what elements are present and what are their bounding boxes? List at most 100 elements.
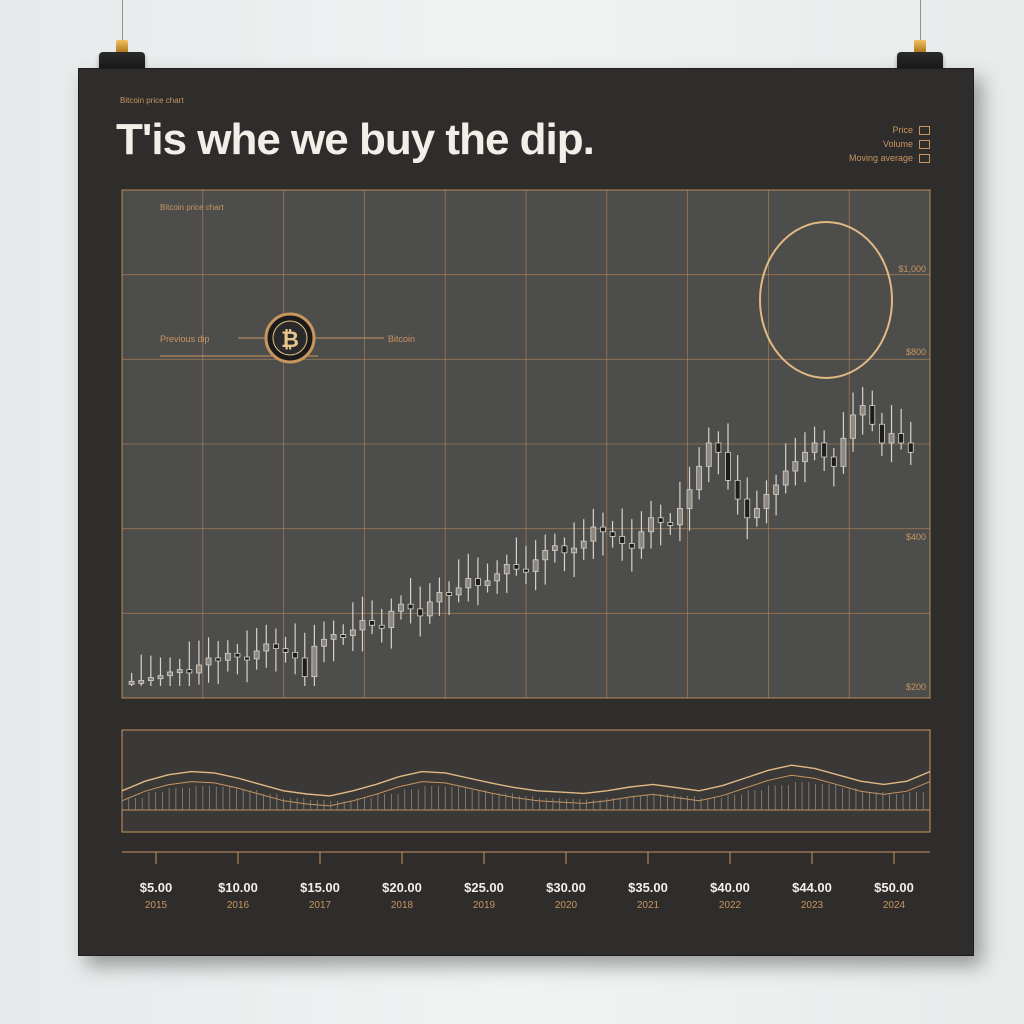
x-tick-sublabel: 2022 — [719, 900, 742, 911]
candle-body — [301, 657, 308, 678]
x-tick-sublabel: 2023 — [801, 900, 824, 911]
legend-item: Price — [849, 123, 930, 137]
candle-body — [686, 489, 693, 509]
chart-poster: Bitcoin price chart T'is whe we buy the … — [78, 68, 974, 956]
candle-body — [523, 568, 529, 573]
candle-body — [446, 592, 452, 596]
candle-body — [234, 652, 241, 658]
candle-body — [244, 656, 250, 661]
candle-body — [513, 564, 520, 570]
candle-body — [561, 545, 568, 554]
candle-body — [773, 484, 779, 495]
legend-label: Price — [892, 125, 913, 135]
x-tick-label: $50.00 — [874, 880, 914, 895]
candle-body — [205, 657, 212, 666]
indicator-panel — [121, 729, 931, 833]
candle-body — [850, 414, 856, 439]
candle-body — [600, 526, 606, 533]
candle-body — [667, 522, 674, 526]
candle-body — [830, 456, 837, 467]
candle-body — [705, 442, 712, 467]
candle-body — [475, 578, 481, 586]
y-tick-label: $200 — [906, 682, 926, 692]
candle-body — [138, 679, 145, 684]
candle-body — [638, 531, 645, 549]
candle-body — [176, 669, 183, 674]
candle-body — [840, 437, 847, 467]
candle-body — [215, 657, 222, 662]
candle-body — [128, 680, 135, 685]
candle-body — [551, 545, 558, 551]
candle-body — [802, 451, 808, 463]
x-tick-sublabel: 2024 — [883, 900, 906, 911]
candle-body — [417, 608, 424, 617]
bitcoin-coin-icon: ₿ — [264, 312, 316, 364]
x-tick-label: $15.00 — [300, 880, 340, 895]
legend-item: Volume — [849, 137, 930, 151]
x-tick-sublabel: 2020 — [555, 900, 578, 911]
x-tick-sublabel: 2015 — [145, 900, 168, 911]
hanging-wire-left — [122, 0, 123, 40]
y-tick-label: $800 — [906, 347, 926, 357]
candle-body — [503, 564, 510, 575]
x-tick-label: $30.00 — [546, 880, 586, 895]
indicator-series — [121, 764, 931, 810]
price-chart: Bitcoin price chart Previous dip Bitcoin… — [121, 189, 931, 911]
candle-body — [590, 526, 597, 542]
candle-body — [292, 651, 299, 659]
x-tick-sublabel: 2019 — [473, 900, 496, 911]
candle-body — [744, 498, 751, 519]
y-axis: $1,000 $800 $400 $200 — [898, 264, 926, 692]
candle-body — [359, 620, 366, 631]
candle-body — [465, 578, 472, 589]
x-tick-sublabel: 2016 — [227, 900, 250, 911]
candle-body — [196, 664, 202, 674]
candle-body — [426, 601, 433, 617]
chart-legend: Price Volume Moving average — [849, 123, 930, 165]
x-tick-sublabel: 2021 — [637, 900, 660, 911]
candle-body — [580, 540, 587, 549]
x-tick-sublabel: 2017 — [309, 900, 332, 911]
candlestick-series — [128, 386, 914, 686]
candle-body — [907, 442, 914, 453]
candle-body — [311, 645, 318, 678]
candle-body — [369, 620, 375, 626]
candle-body — [619, 536, 626, 544]
x-tick-label: $40.00 — [710, 880, 750, 895]
poster-title: T'is whe we buy the dip. — [116, 115, 595, 164]
candle-body — [321, 638, 327, 647]
annotation-note: Bitcoin — [388, 334, 415, 344]
x-tick-label: $44.00 — [792, 880, 832, 895]
y-tick-label: $400 — [906, 532, 926, 542]
candle-body — [725, 451, 731, 481]
candle-body — [407, 603, 414, 610]
chart-subtitle: Bitcoin price chart — [160, 203, 224, 212]
candle-body — [648, 517, 654, 533]
candle-body — [253, 650, 260, 660]
svg-text:₿: ₿ — [281, 327, 299, 352]
breakout-highlight-circle — [759, 221, 893, 379]
candle-body — [811, 442, 818, 453]
candle-body — [821, 442, 828, 458]
candle-body — [898, 433, 905, 444]
candle-body — [628, 543, 635, 549]
chart-annotations: Previous dip Bitcoin ₿ — [160, 221, 893, 379]
candle-body — [186, 669, 193, 674]
candle-body — [157, 675, 164, 680]
annotation-label: Previous dip — [160, 334, 210, 344]
candle-body — [147, 677, 154, 681]
candle-body — [398, 603, 404, 612]
candle-body — [436, 592, 443, 603]
candle-body — [869, 405, 876, 425]
legend-item: Moving average — [849, 151, 930, 165]
candle-body — [609, 531, 616, 537]
candle-body — [330, 634, 337, 640]
candle-body — [167, 671, 173, 677]
legend-swatch — [919, 125, 930, 135]
poster-top-note: Bitcoin price chart — [120, 96, 184, 105]
candle-body — [273, 643, 279, 650]
x-tick-sublabel: 2018 — [391, 900, 414, 911]
candle-body — [879, 423, 885, 444]
candle-body — [484, 580, 491, 586]
candle-body — [224, 652, 231, 661]
